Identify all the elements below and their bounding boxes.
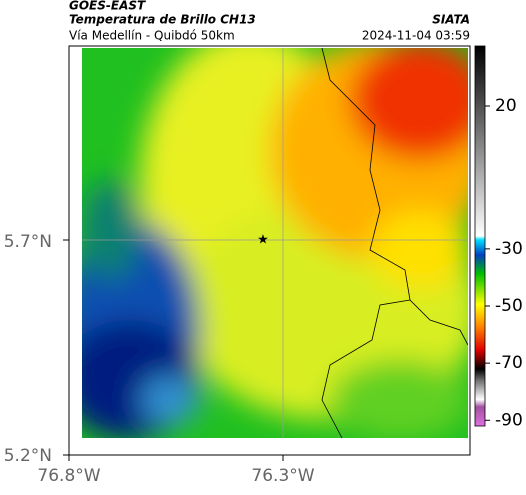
lon-label: 76.8°W <box>37 466 100 486</box>
lon-label: 76.3°W <box>251 466 314 486</box>
svg-text:★: ★ <box>257 233 269 248</box>
satellite-image: ★ <box>82 48 468 438</box>
datetime: 2024-11-04 03:59 <box>362 29 470 43</box>
colorbar-tick-label: 20 <box>495 96 517 116</box>
subtitle: Temperatura de Brillo CH13 <box>69 13 256 27</box>
colorbar-tick-label: -70 <box>495 353 523 373</box>
location: Vía Medellín - Quibdó 50km <box>69 29 235 43</box>
colorbar-tick-label: -30 <box>495 239 523 259</box>
source: SIATA <box>432 13 470 27</box>
lat-label: 5.2°N <box>4 446 52 466</box>
colorbar-tick-label: -90 <box>495 410 523 430</box>
title: GOES-EAST <box>69 0 146 13</box>
colorbar-tick-label: -50 <box>495 296 523 316</box>
colorbar <box>474 45 486 427</box>
lat-label: 5.7°N <box>4 232 52 252</box>
